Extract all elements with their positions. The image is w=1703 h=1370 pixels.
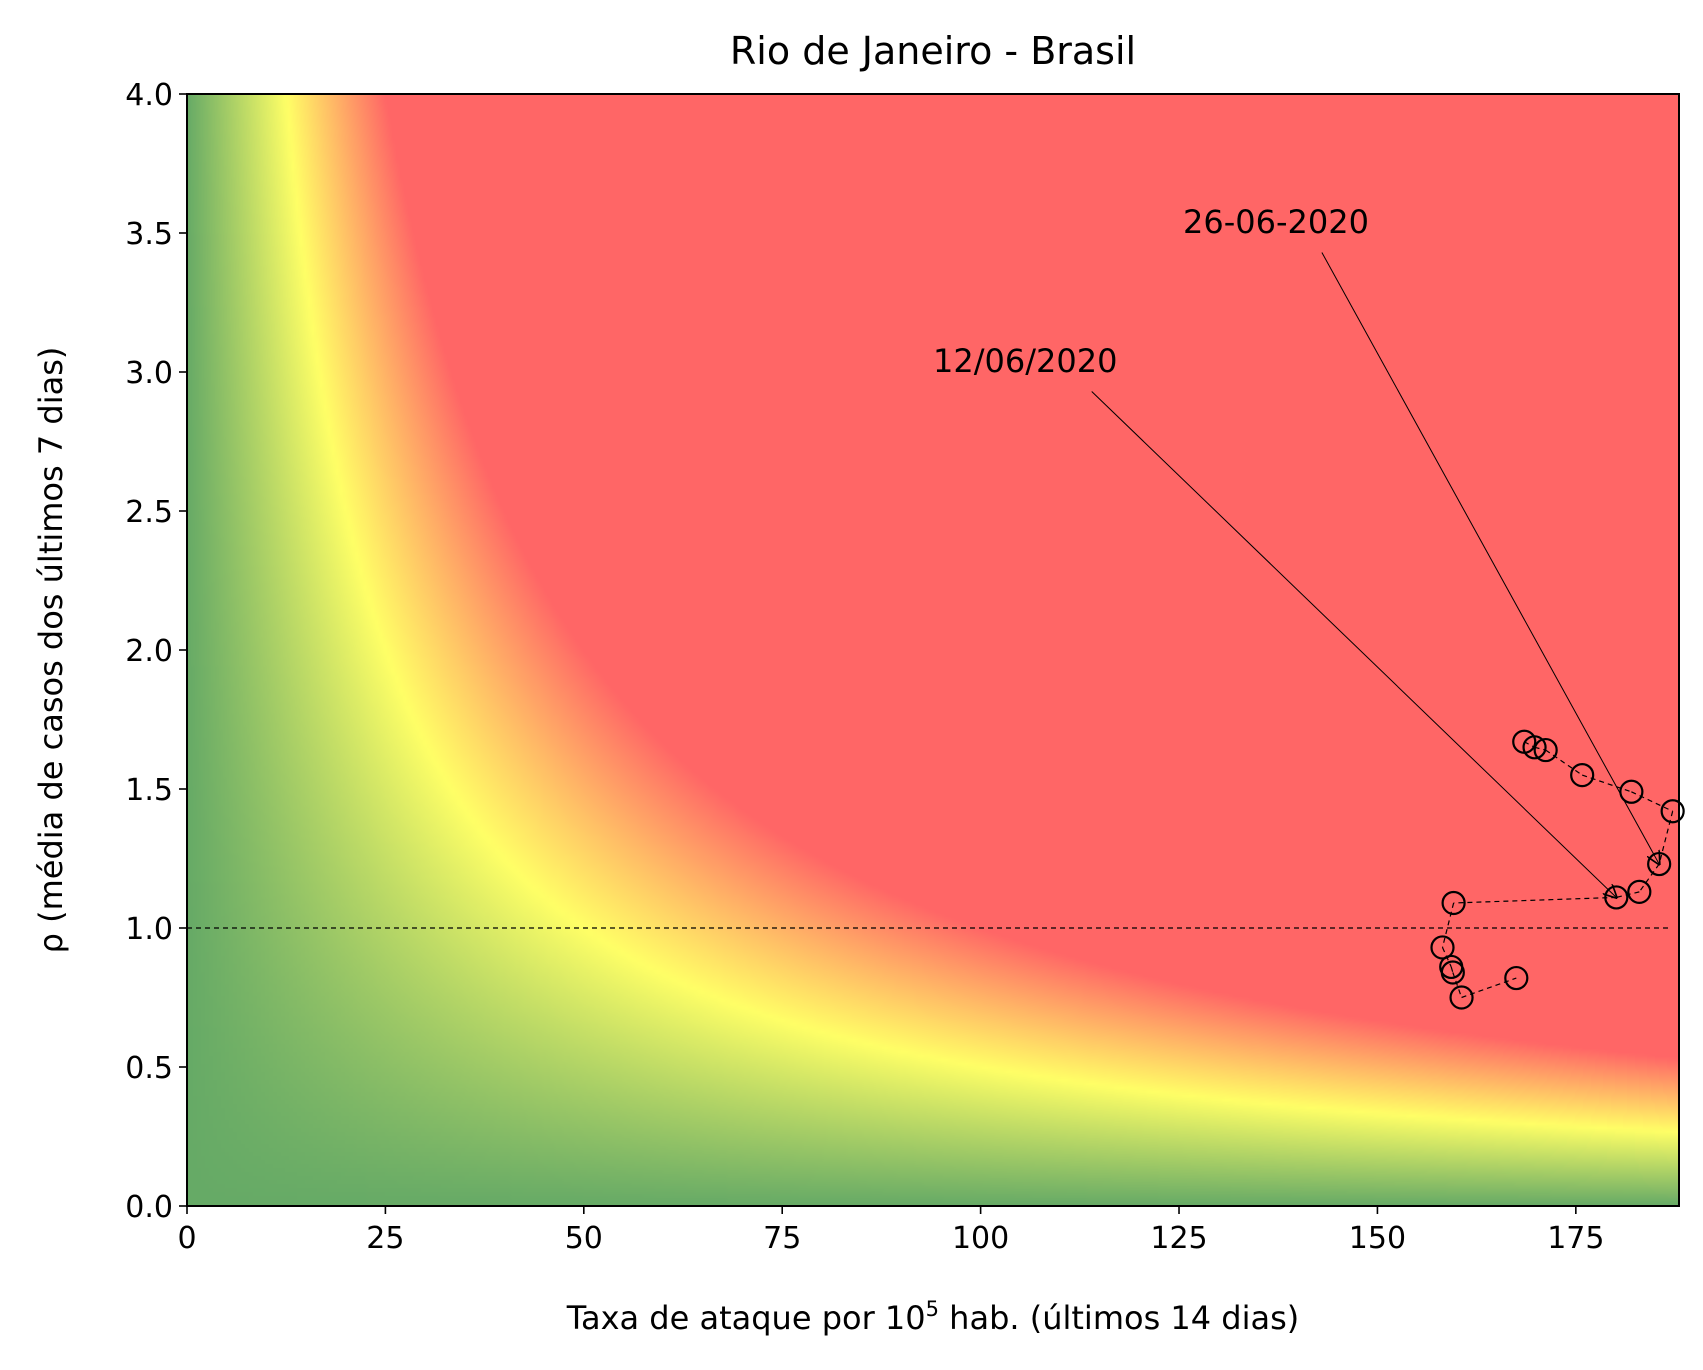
data-point: [1449, 985, 1474, 1010]
annotation-texts: 12/06/2020 26-06-2020: [933, 203, 1369, 380]
x-tick-label: 75: [763, 1221, 801, 1256]
series-segment: [1545, 749, 1583, 776]
series-segment: [1450, 966, 1454, 973]
data-point: [1533, 737, 1558, 763]
data-point: [1627, 879, 1652, 904]
x-tick-label: 150: [1349, 1221, 1406, 1256]
y-axis: 0.0 0.5 1.0 1.5 2.0 2.5 3.0 3.5 4.0: [125, 78, 187, 1225]
annotation-arrows: [1091, 252, 1659, 897]
x-axis-label: Taxa de ataque por 105 hab. (últimos 14 …: [566, 1297, 1300, 1337]
x-tick-label: 0: [177, 1221, 196, 1256]
data-point: [1440, 960, 1465, 985]
data-point: [1430, 935, 1455, 960]
x-axis-label-sup: 5: [926, 1297, 939, 1321]
series-segment: [1534, 746, 1546, 751]
data-point: [1441, 890, 1466, 916]
chart-title: Rio de Janeiro - Brasil: [730, 29, 1136, 73]
data-point: [1660, 799, 1685, 824]
y-axis-label: ρ (média de casos dos últimos 7 dias): [32, 347, 70, 954]
x-tick-label: 125: [1150, 1221, 1207, 1256]
data-point: [1604, 885, 1629, 910]
series-segment: [1453, 896, 1617, 904]
x-tick-label: 175: [1547, 1221, 1604, 1256]
series-segment: [1523, 741, 1535, 748]
data-point: [1522, 735, 1547, 760]
series-segment: [1631, 791, 1673, 812]
x-axis: 0 25 50 75 100 125 150 175: [177, 1206, 1604, 1256]
annotation-label: 12/06/2020: [933, 342, 1117, 380]
annotation-label: 26-06-2020: [1183, 203, 1369, 241]
x-tick-label: 50: [565, 1221, 603, 1256]
data-point: [1647, 851, 1672, 877]
y-tick-label: 3.5: [125, 217, 173, 252]
series-segment: [1658, 811, 1674, 865]
data-point: [1619, 779, 1644, 804]
x-tick-label: 25: [366, 1221, 404, 1256]
y-tick-label: 3.0: [125, 356, 173, 391]
annotation-arrow: [1321, 252, 1659, 864]
y-tick-label: 0.5: [125, 1051, 173, 1086]
x-axis-label-rest: hab. (últimos 14 dias): [939, 1299, 1299, 1337]
y-tick-label: 0.0: [125, 1190, 173, 1225]
series-segment: [1461, 977, 1517, 999]
series-segment: [1638, 863, 1660, 893]
annotation-arrow: [1091, 391, 1617, 897]
series-segment: [1441, 902, 1455, 948]
y-tick-label: 4.0: [125, 78, 173, 113]
series-points: [1430, 729, 1685, 1010]
data-point: [1504, 965, 1529, 991]
y-tick-label: 1.0: [125, 912, 173, 947]
y-tick-label: 1.5: [125, 773, 173, 808]
y-tick-label: 2.0: [125, 634, 173, 669]
x-axis-label-main: Taxa de ataque por 10: [566, 1299, 926, 1337]
y-tick-label: 2.5: [125, 495, 173, 530]
x-tick-label: 100: [952, 1221, 1009, 1256]
data-point: [1570, 762, 1595, 788]
heatmap-background: [187, 94, 1679, 1206]
